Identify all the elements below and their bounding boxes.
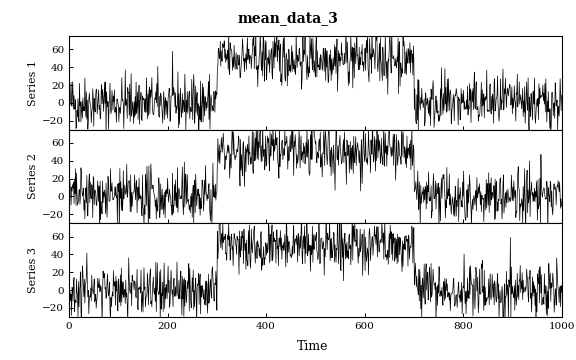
Text: Time: Time: [297, 340, 328, 353]
Y-axis label: Series 1: Series 1: [28, 60, 38, 106]
Y-axis label: Series 2: Series 2: [28, 153, 38, 199]
Text: mean_data_3: mean_data_3: [237, 11, 339, 25]
Y-axis label: Series 3: Series 3: [28, 247, 38, 293]
